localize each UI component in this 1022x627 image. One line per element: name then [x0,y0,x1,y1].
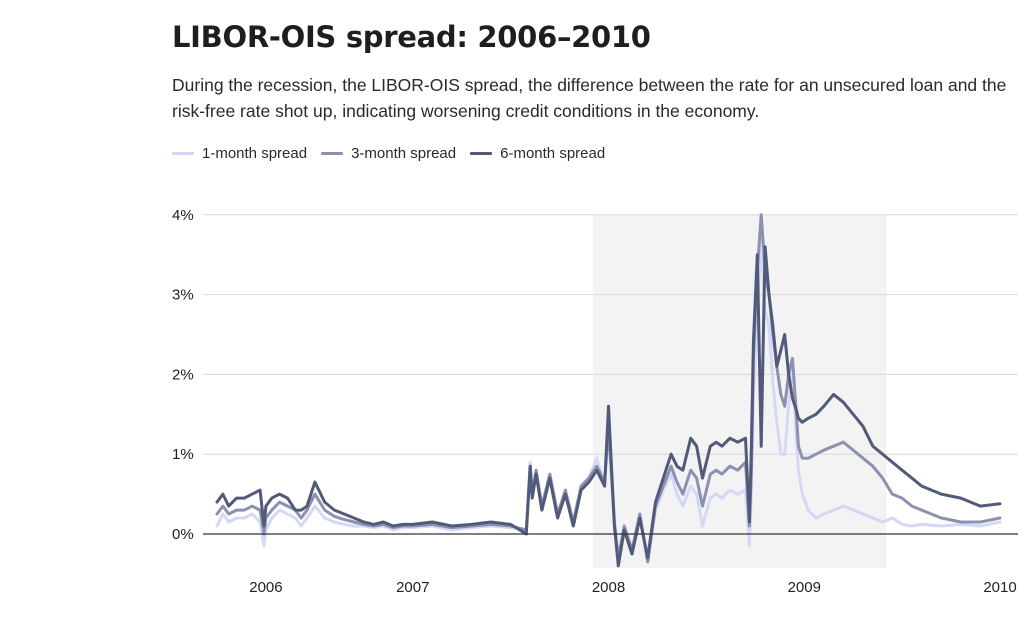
chart-subtitle: During the recession, the LIBOR-OIS spre… [172,75,1007,121]
y-tick-label: 3% [172,287,194,304]
legend-swatch-3-month [321,152,344,155]
legend-label-3-month: 3-month spread [351,145,457,162]
series-line-6-month-spread [215,245,1002,568]
legend-label-6-month: 6-month spread [500,145,606,162]
legend-swatch-1-month [172,152,194,155]
x-tick-label: 2006 [249,579,282,596]
chart-title: LIBOR-OIS spread: 2006–2010 [172,20,651,54]
x-tick-label: 2010 [983,579,1016,596]
y-tick-label: 4% [172,207,194,224]
y-tick-label: 1% [172,446,194,463]
x-tick-label: 2008 [592,579,625,596]
y-tick-label: 2% [172,366,194,383]
legend-swatch-6-month [470,152,493,155]
legend-item-1-month: 1-month spread [172,145,307,162]
x-tick-label: 2007 [396,579,429,596]
recession-shading [592,214,887,569]
legend-item-3-month: 3-month spread [321,145,456,162]
y-tick-label: 0% [172,526,194,543]
legend-label-1-month: 1-month spread [202,145,308,162]
legend-item-6-month: 6-month spread [470,145,605,162]
legend: 1-month spread 3-month spread 6-month sp… [172,145,605,162]
x-tick-label: 2009 [788,579,821,596]
